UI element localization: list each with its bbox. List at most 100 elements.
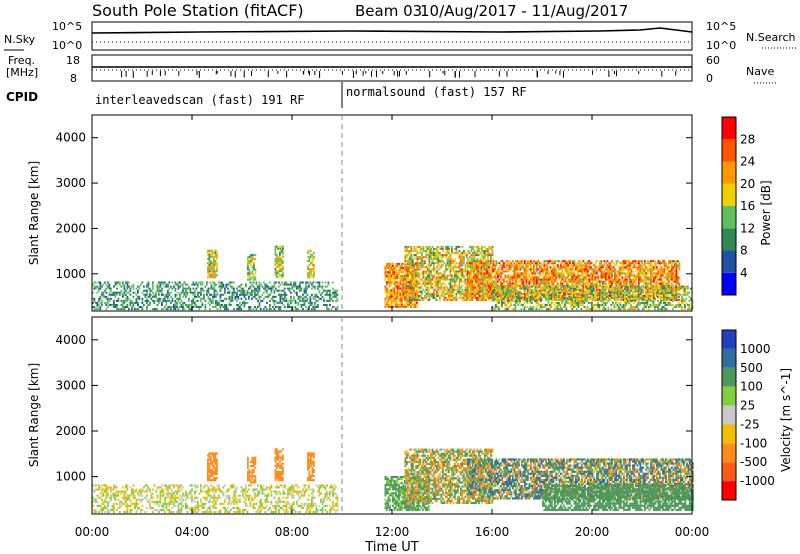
range-cell: [308, 249, 311, 252]
range-cell: [581, 264, 583, 267]
range-cell: [488, 290, 490, 293]
range-cell: [473, 264, 475, 267]
range-cell: [408, 269, 411, 271]
range-cell: [543, 260, 546, 263]
range-cell: [448, 278, 450, 281]
range-cell: [146, 283, 148, 286]
range-cell: [488, 276, 490, 279]
range-cell: [548, 262, 550, 265]
range-cell: [231, 291, 234, 294]
range-cell: [213, 270, 215, 273]
range-cell: [498, 294, 501, 297]
range-cell: [258, 287, 261, 290]
range-cell: [651, 288, 654, 291]
range-cell: [579, 294, 582, 297]
range-cell: [168, 281, 171, 284]
range-cell: [546, 282, 549, 285]
range-cell: [653, 294, 655, 297]
range-cell: [461, 254, 464, 257]
range-cell: [611, 280, 613, 283]
range-cell: [306, 297, 309, 300]
range-cell: [569, 280, 571, 283]
range-cell: [512, 280, 514, 283]
range-cell: [287, 301, 289, 304]
range-cell: [626, 280, 628, 283]
range-cell: [332, 291, 334, 294]
range-cell: [605, 262, 607, 265]
range-cell: [485, 268, 487, 271]
range-cell: [197, 299, 199, 302]
range-cell: [138, 287, 141, 290]
range-cell: [668, 260, 670, 263]
range-cell: [197, 283, 199, 286]
range-cell: [536, 276, 538, 279]
range-cell: [618, 286, 621, 289]
range-cell: [407, 303, 409, 306]
range-cell: [247, 278, 249, 281]
range-cell: [621, 278, 624, 281]
range-cell: [525, 276, 528, 279]
range-cell: [415, 299, 417, 301]
range-cell: [488, 294, 490, 297]
range-cell: [606, 264, 609, 267]
range-cell: [404, 264, 407, 267]
range-cell: [653, 266, 655, 269]
range-cell: [483, 272, 486, 275]
range-cell: [428, 299, 431, 301]
range-cell: [273, 295, 276, 298]
range-cell: [618, 274, 621, 277]
range-cell: [644, 272, 646, 275]
range-cell: [306, 287, 309, 290]
range-cell: [270, 308, 273, 311]
range-cell: [440, 278, 443, 281]
range-cell: [419, 282, 422, 285]
range-cell: [117, 281, 120, 284]
range-cell: [243, 293, 246, 296]
range-cell: [312, 295, 315, 298]
range-cell: [483, 290, 486, 293]
range-cell: [603, 260, 606, 263]
range-cell: [533, 270, 535, 273]
range-cell: [299, 295, 301, 298]
range-cell: [504, 308, 506, 311]
range-cell: [194, 291, 196, 294]
nave-tick-top: 60: [706, 54, 720, 67]
range-cell: [569, 268, 571, 271]
range-cell: [141, 301, 144, 304]
range-cell: [575, 268, 577, 271]
range-cell: [240, 291, 243, 294]
range-cell: [452, 276, 455, 279]
range-cell: [515, 294, 517, 297]
range-cell: [540, 270, 543, 273]
range-cell: [330, 293, 333, 296]
range-cell: [476, 260, 478, 263]
range-cell: [306, 285, 309, 288]
range-cell: [414, 279, 417, 282]
range-cell: [629, 266, 631, 269]
range-cell: [466, 284, 468, 287]
range-cell: [493, 297, 496, 300]
range-cell: [605, 282, 607, 285]
range-cell: [468, 294, 471, 297]
range-cell: [468, 299, 471, 301]
range-cell: [299, 299, 301, 302]
range-cell: [467, 264, 469, 267]
range-cell: [513, 276, 516, 279]
range-cell: [635, 278, 637, 281]
range-cell: [603, 282, 606, 285]
range-cell: [507, 294, 510, 297]
range-cell: [545, 268, 547, 271]
range-cell: [98, 308, 100, 311]
range-cell: [243, 291, 246, 294]
range-cell: [311, 308, 313, 311]
range-cell: [152, 308, 154, 311]
range-cell: [477, 270, 480, 273]
range-cell: [570, 299, 573, 301]
range-cell: [445, 245, 447, 248]
range-cell: [623, 299, 625, 301]
range-cell: [309, 297, 312, 300]
range-cell: [302, 293, 304, 296]
range-cell: [311, 268, 314, 271]
range-cell: [549, 286, 552, 289]
range-cell: [639, 260, 642, 263]
